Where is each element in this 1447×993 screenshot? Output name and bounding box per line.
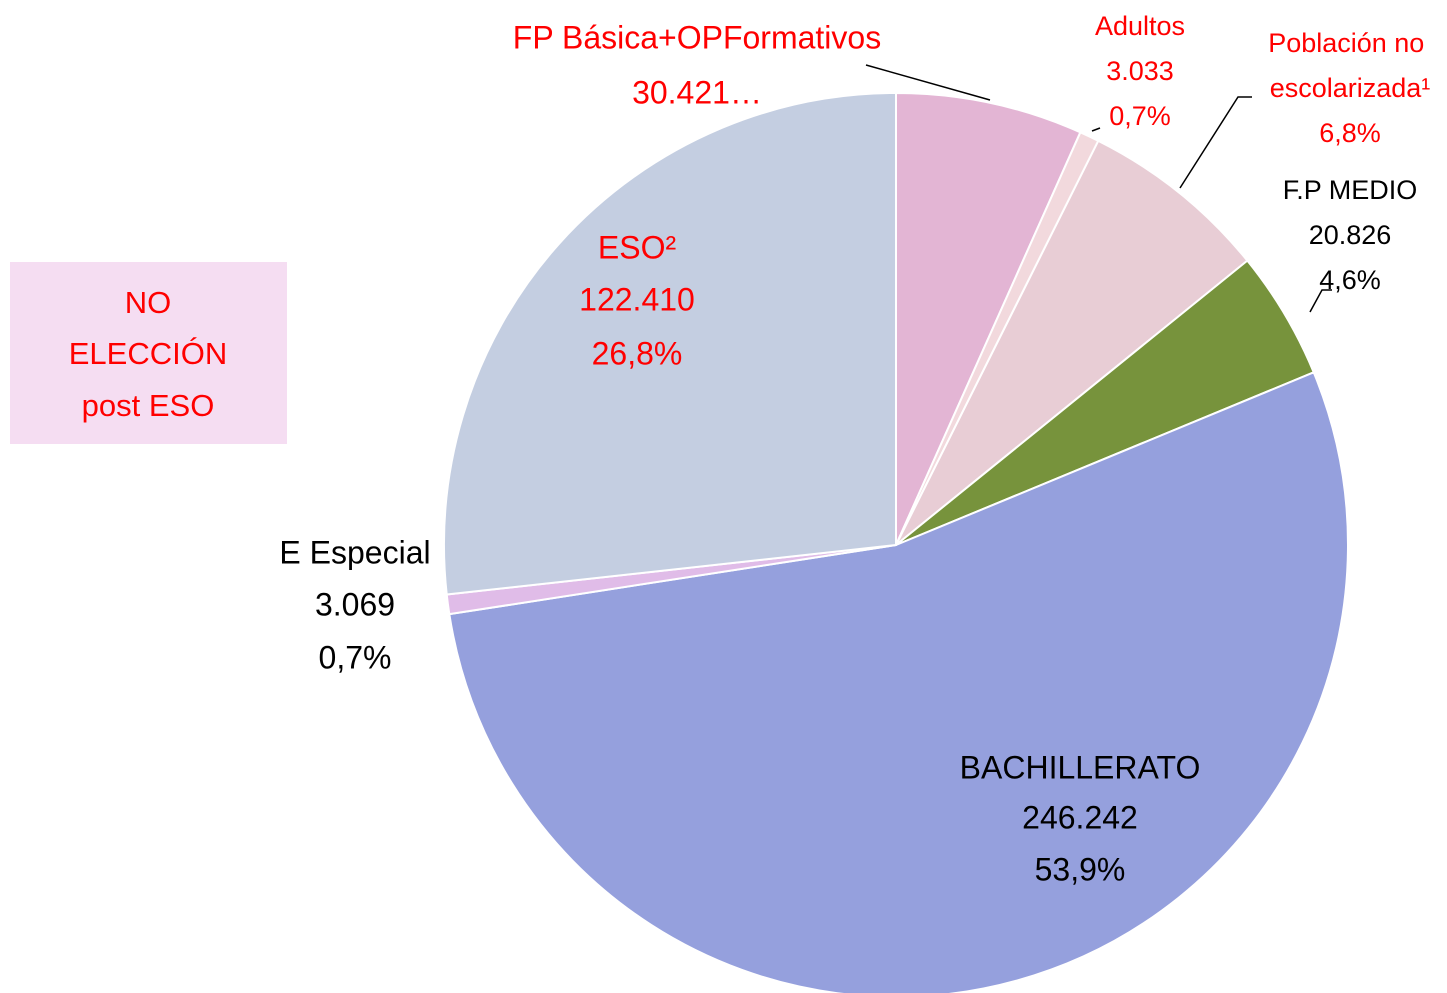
slice-label: Adultos [1095, 11, 1185, 41]
count-label: 30.421… [632, 74, 762, 110]
annotation-box [10, 262, 287, 444]
pie-slice [448, 371, 1349, 993]
value-label: 0,7% [319, 639, 392, 675]
slice-label: FP Básica+OPFormativos [513, 19, 881, 55]
slice-label: Población no escolarizada¹ [1268, 28, 1432, 103]
count-label: 20.826 [1309, 220, 1392, 250]
count-label: 246.242 [1022, 799, 1138, 835]
leader-line [1179, 96, 1252, 189]
annotation: NO [125, 285, 172, 320]
value-label: 4,6% [1319, 265, 1381, 295]
annotation: ELECCIÓN [69, 336, 227, 371]
pie-slice [443, 91, 897, 596]
leader-line [1309, 289, 1332, 313]
slice-label: ESO² [598, 229, 677, 265]
count-label: 3.033 [1106, 56, 1174, 86]
pie-slice [895, 91, 1082, 546]
value-label: 53,9% [1035, 851, 1126, 887]
slice-label: F.P MEDIO [1283, 175, 1418, 205]
leader-line [865, 64, 991, 101]
leader-line [1091, 127, 1101, 132]
value-label: 0,7% [1109, 101, 1171, 131]
label-line: escolarizada¹ [1270, 73, 1431, 103]
annotation: post ESO [82, 388, 215, 423]
value-label: 6,8% [1319, 118, 1381, 148]
slice-label: E Especial [279, 534, 430, 570]
pie-slice [895, 139, 1249, 546]
slice-label: BACHILLERATO [960, 749, 1201, 785]
count-label: 122.410 [579, 281, 695, 317]
count-label: 3.069 [315, 586, 395, 622]
pie [443, 91, 1349, 993]
label-line: Población no [1268, 28, 1432, 58]
value-label: 26,8% [592, 335, 683, 371]
